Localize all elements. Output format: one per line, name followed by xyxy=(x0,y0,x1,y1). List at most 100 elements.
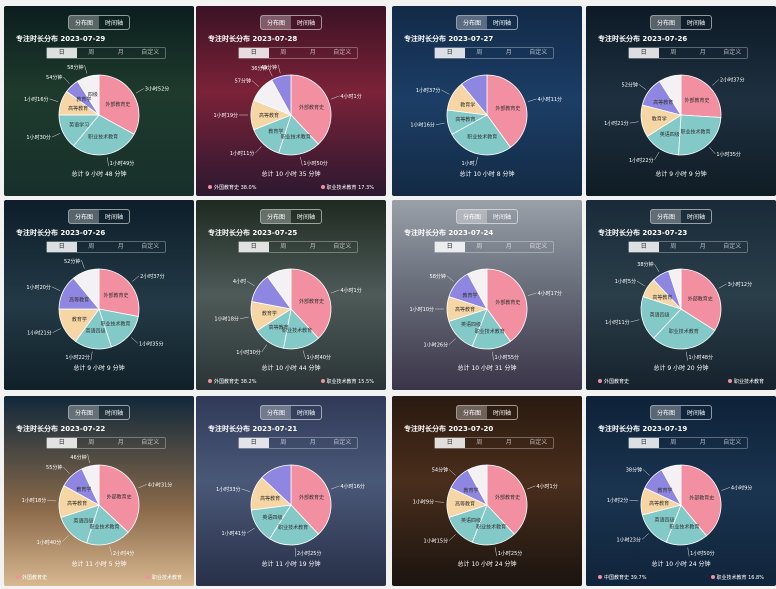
tab-0[interactable]: 日 xyxy=(47,48,77,58)
tab-3[interactable]: 自定义 xyxy=(529,49,548,56)
tab-1[interactable]: 周 xyxy=(476,243,483,250)
toggle-distribution[interactable]: 分布图 xyxy=(260,16,291,29)
tab-1[interactable]: 周 xyxy=(88,49,95,56)
tab-0[interactable]: 日 xyxy=(629,48,659,58)
view-toggle[interactable]: 分布图 时间轴 xyxy=(259,15,323,30)
tab-3[interactable]: 自定义 xyxy=(529,439,548,446)
tab-3[interactable]: 自定义 xyxy=(723,243,742,250)
toggle-timeline[interactable]: 时间轴 xyxy=(687,214,706,221)
period-tabs[interactable]: 日 周 月 自定义 xyxy=(434,437,554,449)
tab-3[interactable]: 自定义 xyxy=(333,49,352,56)
tab-0[interactable]: 日 xyxy=(239,438,269,448)
tab-1[interactable]: 周 xyxy=(88,243,95,250)
tab-1[interactable]: 周 xyxy=(88,439,95,446)
tab-1[interactable]: 周 xyxy=(280,49,287,56)
tab-3[interactable]: 自定义 xyxy=(141,439,160,446)
toggle-distribution[interactable]: 分布图 xyxy=(650,210,681,223)
toggle-timeline[interactable]: 时间轴 xyxy=(687,410,706,417)
tab-2[interactable]: 月 xyxy=(505,439,512,446)
view-toggle[interactable]: 分布图 时间轴 xyxy=(649,209,713,224)
tab-1[interactable]: 周 xyxy=(280,243,287,250)
tab-2[interactable]: 月 xyxy=(699,49,706,56)
view-toggle[interactable]: 分布图 时间轴 xyxy=(259,405,323,420)
toggle-distribution[interactable]: 分布图 xyxy=(650,16,681,29)
toggle-distribution[interactable]: 分布图 xyxy=(68,210,99,223)
period-tabs[interactable]: 日 周 月 自定义 xyxy=(628,241,748,253)
toggle-distribution[interactable]: 分布图 xyxy=(650,406,681,419)
pie-slice xyxy=(269,504,319,546)
view-toggle[interactable]: 分布图 时间轴 xyxy=(67,209,131,224)
tab-2[interactable]: 月 xyxy=(117,243,124,250)
tab-0[interactable]: 日 xyxy=(47,438,77,448)
period-tabs[interactable]: 日 周 月 自定义 xyxy=(46,437,166,449)
tab-3[interactable]: 自定义 xyxy=(723,439,742,446)
toggle-distribution[interactable]: 分布图 xyxy=(260,406,291,419)
toggle-timeline[interactable]: 时间轴 xyxy=(493,20,512,27)
tab-2[interactable]: 月 xyxy=(309,243,316,250)
period-tabs[interactable]: 日 周 月 自定义 xyxy=(46,241,166,253)
tab-3[interactable]: 自定义 xyxy=(141,243,160,250)
view-toggle[interactable]: 分布图 时间轴 xyxy=(649,15,713,30)
tab-3[interactable]: 自定义 xyxy=(529,243,548,250)
tab-1[interactable]: 周 xyxy=(670,439,677,446)
period-tabs[interactable]: 日 周 月 自定义 xyxy=(238,47,358,59)
tab-3[interactable]: 自定义 xyxy=(723,49,742,56)
period-tabs[interactable]: 日 周 月 自定义 xyxy=(238,241,358,253)
tab-1[interactable]: 周 xyxy=(476,439,483,446)
tab-2[interactable]: 月 xyxy=(505,243,512,250)
tab-0[interactable]: 日 xyxy=(629,242,659,252)
tab-3[interactable]: 自定义 xyxy=(333,243,352,250)
view-toggle[interactable]: 分布图 时间轴 xyxy=(455,15,519,30)
toggle-timeline[interactable]: 时间轴 xyxy=(687,20,706,27)
view-toggle[interactable]: 分布图 时间轴 xyxy=(455,209,519,224)
period-tabs[interactable]: 日 周 月 自定义 xyxy=(628,437,748,449)
toggle-timeline[interactable]: 时间轴 xyxy=(105,214,124,221)
tab-0[interactable]: 日 xyxy=(629,438,659,448)
view-toggle[interactable]: 分布图 时间轴 xyxy=(455,405,519,420)
slice-label: 四级 xyxy=(88,91,98,98)
callout-line xyxy=(721,487,731,491)
toggle-distribution[interactable]: 分布图 xyxy=(456,210,487,223)
toggle-distribution[interactable]: 分布图 xyxy=(456,406,487,419)
view-toggle[interactable]: 分布图 时间轴 xyxy=(649,405,713,420)
toggle-timeline[interactable]: 时间轴 xyxy=(297,410,316,417)
tab-2[interactable]: 月 xyxy=(505,49,512,56)
tab-0[interactable]: 日 xyxy=(435,242,465,252)
view-toggle[interactable]: 分布图 时间轴 xyxy=(67,405,131,420)
tab-2[interactable]: 月 xyxy=(309,439,316,446)
tab-1[interactable]: 周 xyxy=(476,49,483,56)
tab-1[interactable]: 周 xyxy=(670,49,677,56)
period-tabs[interactable]: 日 周 月 自定义 xyxy=(628,47,748,59)
tab-1[interactable]: 周 xyxy=(280,439,287,446)
toggle-distribution[interactable]: 分布图 xyxy=(456,16,487,29)
duration-callout: 1小时33分 xyxy=(216,486,241,493)
tab-1[interactable]: 周 xyxy=(670,243,677,250)
view-toggle[interactable]: 分布图 时间轴 xyxy=(67,15,131,30)
tab-2[interactable]: 月 xyxy=(699,439,706,446)
tab-0[interactable]: 日 xyxy=(435,438,465,448)
view-toggle[interactable]: 分布图 时间轴 xyxy=(259,209,323,224)
tab-3[interactable]: 自定义 xyxy=(141,49,160,56)
tab-3[interactable]: 自定义 xyxy=(333,439,352,446)
tab-2[interactable]: 月 xyxy=(117,439,124,446)
toggle-timeline[interactable]: 时间轴 xyxy=(297,20,316,27)
toggle-timeline[interactable]: 时间轴 xyxy=(105,410,124,417)
period-tabs[interactable]: 日 周 月 自定义 xyxy=(46,47,166,59)
toggle-timeline[interactable]: 时间轴 xyxy=(297,214,316,221)
tab-2[interactable]: 月 xyxy=(699,243,706,250)
toggle-timeline[interactable]: 时间轴 xyxy=(493,214,512,221)
tab-0[interactable]: 日 xyxy=(239,242,269,252)
toggle-timeline[interactable]: 时间轴 xyxy=(105,20,124,27)
tab-2[interactable]: 月 xyxy=(309,49,316,56)
period-tabs[interactable]: 日 周 月 自定义 xyxy=(434,241,554,253)
period-tabs[interactable]: 日 周 月 自定义 xyxy=(434,47,554,59)
period-tabs[interactable]: 日 周 月 自定义 xyxy=(238,437,358,449)
toggle-distribution[interactable]: 分布图 xyxy=(68,406,99,419)
tab-0[interactable]: 日 xyxy=(239,48,269,58)
tab-2[interactable]: 月 xyxy=(117,49,124,56)
toggle-distribution[interactable]: 分布图 xyxy=(68,16,99,29)
toggle-distribution[interactable]: 分布图 xyxy=(260,210,291,223)
tab-0[interactable]: 日 xyxy=(47,242,77,252)
toggle-timeline[interactable]: 时间轴 xyxy=(493,410,512,417)
tab-0[interactable]: 日 xyxy=(435,48,465,58)
